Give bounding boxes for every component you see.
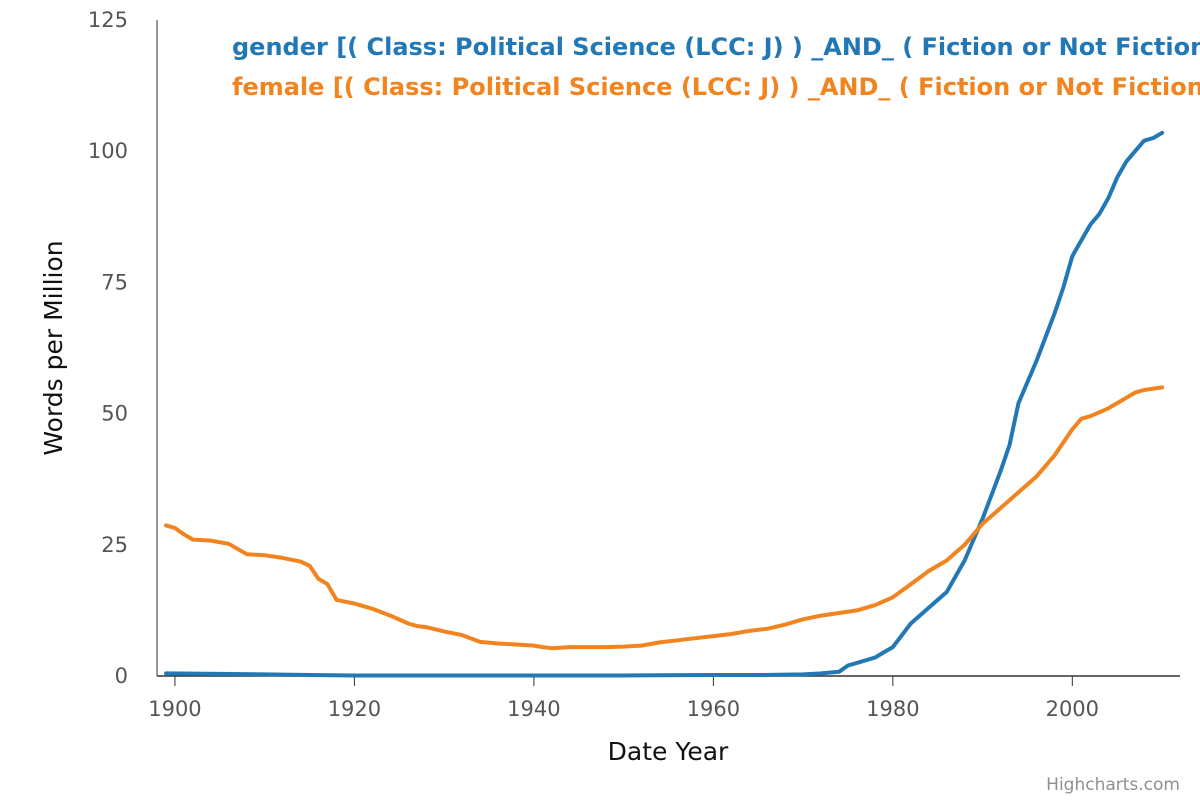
x-tick-label: 1980 [866,697,919,721]
legend-entry-female[interactable]: female [( Class: Political Science (LCC:… [232,73,1200,101]
y-tick-label: 0 [115,664,128,688]
x-tick-label: 2000 [1046,697,1099,721]
y-tick-label: 25 [101,533,128,557]
legend-entry-gender[interactable]: gender [( Class: Political Science (LCC:… [232,33,1200,61]
series-line-female[interactable] [164,385,1165,651]
x-tick-label: 1900 [148,697,201,721]
x-axis-ticks: 1900 1920 1940 1960 1980 2000 [148,676,1099,721]
y-tick-label: 50 [101,402,128,426]
x-tick-label: 1940 [507,697,560,721]
x-axis-title: Date Year [608,737,729,766]
y-axis-ticks: 0 25 50 75 100 125 [88,8,128,688]
x-tick-label: 1960 [687,697,740,721]
y-tick-label: 125 [88,8,128,32]
y-axis-title: Words per Million [39,240,68,455]
series-line-gender[interactable] [164,130,1165,678]
y-tick-label: 100 [88,139,128,163]
y-tick-label: 75 [101,270,128,294]
x-tick-label: 1920 [328,697,381,721]
credits-link[interactable]: Highcharts.com [1046,775,1180,795]
series-group [164,130,1165,678]
